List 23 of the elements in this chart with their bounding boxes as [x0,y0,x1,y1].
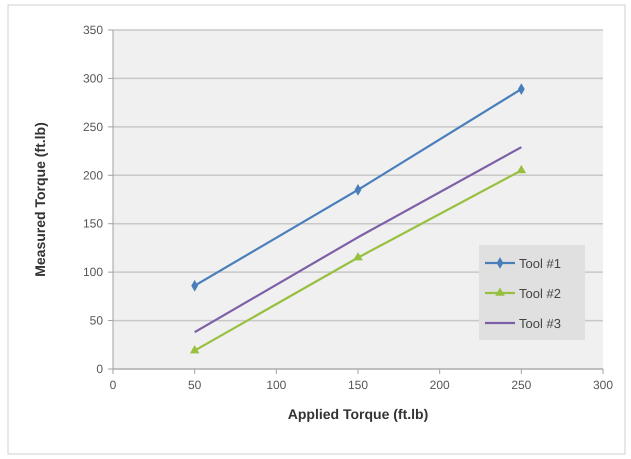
point [190,345,200,354]
x-tick-label: 100 [266,378,287,392]
legend-label: Tool #2 [519,286,561,301]
y-tick-label: 0 [96,362,104,376]
point [516,164,526,174]
legend-label: Tool #1 [519,256,561,271]
x-tick-label: 0 [110,378,117,392]
y-tick-label: 100 [82,265,104,280]
x-tick-label: 200 [430,378,450,392]
y-tick-label: 300 [82,71,104,86]
y-tick-label: 350 [82,23,104,37]
point [353,252,363,260]
y-tick-label: 200 [82,168,104,182]
x-tick-label: 50 [188,378,202,392]
x-tick-label: 300 [592,378,614,392]
x-axis-title: Applied Torque (ft.lb) [288,406,428,422]
y-tick-label: 250 [82,120,104,134]
y-axis-title: Measured Torque (ft.lb) [32,122,48,277]
y-tick-label: 50 [90,314,104,328]
legend-label: Tool #3 [519,316,561,331]
x-tick-label: 150 [348,378,368,392]
y-tick-label: 150 [82,216,104,231]
x-tick-label: 250 [511,378,532,392]
